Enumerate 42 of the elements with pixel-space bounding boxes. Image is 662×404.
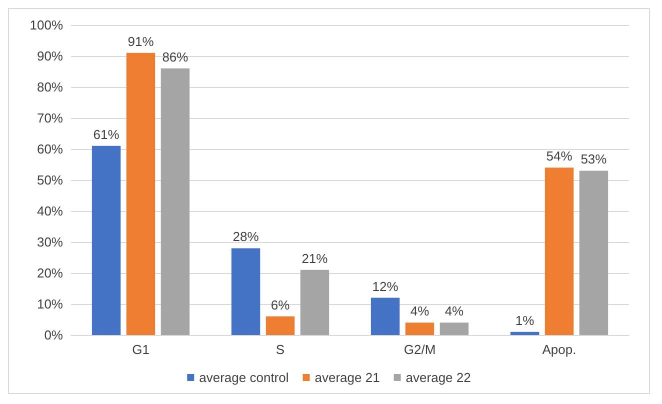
x-tick-label: G2/M [404,342,436,357]
legend-label: average control [199,370,289,385]
data-label: 4% [410,304,430,319]
legend-label: average 21 [314,370,380,385]
data-label: 91% [128,34,154,49]
x-tick-label: G1 [132,342,150,357]
data-label: 54% [546,148,573,164]
bar [579,170,608,335]
y-tick-label: 60% [36,142,64,156]
bar [92,146,121,335]
data-label: 6% [270,297,290,312]
x-tick-label: Apop. [542,342,576,357]
x-tick-label: S [276,342,285,357]
bar [300,270,330,335]
y-tick-label: 40% [36,204,64,218]
y-tick-label: 0% [44,328,64,342]
legend-label: average 22 [406,370,471,385]
y-tick-label: 50% [36,172,64,188]
bar [440,322,469,335]
bar [126,52,156,335]
data-label: 12% [372,278,399,294]
y-tick-label: 20% [36,266,64,280]
bar [370,298,400,335]
data-label: 28% [232,229,260,244]
bar [231,248,260,335]
bar [405,322,434,335]
data-label: 86% [162,49,189,64]
data-label: 61% [93,126,120,142]
data-label: 1% [515,312,535,328]
y-tick-label: 70% [36,110,64,126]
bar [510,332,540,335]
bar [160,68,190,335]
y-tick-label: 100% [30,18,64,32]
bar [544,168,574,335]
data-label: 4% [444,304,464,319]
y-tick-label: 30% [36,234,64,250]
y-tick-label: 80% [36,80,64,94]
bar [266,316,295,335]
y-tick-label: 10% [36,296,64,312]
y-tick-label: 90% [36,48,64,64]
data-label: 53% [580,152,608,167]
data-label: 21% [302,250,328,266]
